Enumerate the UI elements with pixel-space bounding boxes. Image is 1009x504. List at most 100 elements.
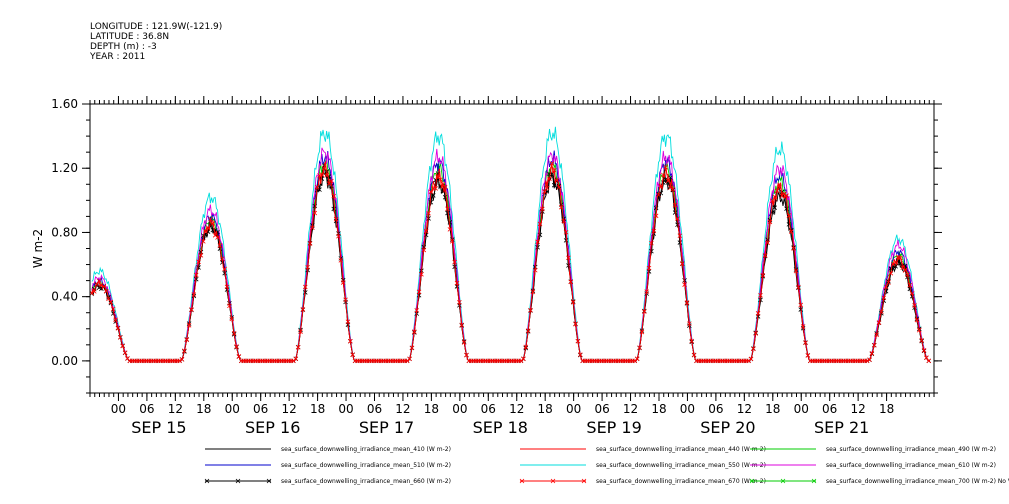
series-marker [535, 245, 540, 250]
series-marker [864, 358, 870, 364]
series-marker [755, 311, 761, 316]
series-marker [902, 263, 908, 269]
x-tick-label: 06 [481, 402, 496, 416]
series-marker [295, 345, 301, 350]
series-marker [201, 239, 206, 244]
series-marker [523, 344, 529, 350]
series-marker [765, 240, 770, 246]
series-marker [307, 241, 313, 246]
legend-marker [204, 478, 210, 484]
series-marker [324, 173, 329, 178]
series-marker [208, 216, 213, 222]
series-marker [191, 292, 197, 297]
series-marker [113, 317, 118, 323]
series-marker [575, 338, 581, 344]
x-tick-label: 06 [822, 402, 837, 416]
series-marker [540, 206, 545, 212]
series-marker [895, 254, 901, 260]
y-tick-label: 1.60 [51, 97, 78, 111]
series-marker [874, 332, 879, 338]
series-marker [561, 218, 566, 224]
legend-label: sea_surface_downwelling_irradiance_mean_… [281, 478, 451, 485]
series-marker [414, 308, 419, 313]
series-marker [871, 342, 877, 348]
series-marker [442, 184, 448, 190]
series-marker [919, 337, 924, 343]
x-tick-label: 06 [367, 402, 382, 416]
series-marker [921, 347, 927, 353]
series-marker [329, 178, 334, 184]
series-marker [751, 346, 756, 352]
series-marker [777, 185, 782, 190]
x-tick-label: 00 [794, 402, 809, 416]
series-marker [793, 268, 799, 274]
x-tick-label: 18 [538, 402, 553, 416]
series-marker [103, 289, 109, 294]
x-tick-label: 18 [424, 402, 439, 416]
series-marker [658, 190, 664, 196]
x-tick-label: 12 [623, 402, 638, 416]
series-marker [312, 210, 318, 216]
metadata-year: YEAR : 2011 [90, 52, 146, 62]
series-marker [447, 227, 453, 232]
y-axis-label: W m-2 [31, 229, 45, 268]
series-marker [869, 351, 875, 356]
series-marker [416, 289, 422, 295]
series-marker [784, 193, 789, 198]
series-marker [528, 307, 533, 313]
series-marker [551, 182, 557, 188]
series-marker [428, 189, 434, 194]
series-marker [89, 290, 95, 296]
series-marker [691, 352, 697, 358]
x-tick-label: 12 [282, 402, 297, 416]
legend-label: sea_surface_downwelling_irradiance_mean_… [596, 478, 766, 485]
x-day-label: SEP 21 [814, 418, 869, 437]
series-marker [215, 235, 220, 240]
series-marker [772, 205, 777, 210]
x-tick-label: 00 [225, 402, 240, 416]
legend-label: sea_surface_downwelling_irradiance_mean_… [826, 462, 996, 469]
series-marker [537, 221, 543, 227]
legend: sea_surface_downwelling_irradiance_mean_… [204, 446, 1009, 485]
legend-marker [749, 478, 755, 484]
series-marker [454, 280, 460, 286]
series-marker [445, 206, 450, 212]
chart-metadata: LONGITUDE : 121.9W(-121.9) LATITUDE : 36… [90, 22, 222, 62]
series-marker [687, 321, 692, 326]
x-day-label: SEP 15 [131, 418, 186, 437]
legend-marker [550, 478, 556, 484]
legend-marker [519, 478, 525, 484]
series-marker [229, 316, 235, 322]
series-marker [115, 326, 121, 331]
series-marker [348, 338, 353, 344]
axes-layer: 0.00 0.40 0.80 1.20 1.60 W m-2 00 06 12 18 00 06 12 1… [31, 96, 942, 437]
x-day-label: SEP 17 [359, 418, 414, 437]
series-marker [220, 260, 225, 265]
series-marker [881, 295, 887, 301]
series-marker [343, 297, 348, 303]
series-marker [566, 263, 571, 268]
x-tick-label: 06 [594, 402, 609, 416]
legend-marker [811, 478, 817, 484]
series-marker [338, 258, 344, 263]
series-marker [236, 354, 242, 359]
series-marker [300, 307, 306, 312]
legend-label: sea_surface_downwelling_irradiance_mean_… [596, 446, 766, 453]
x-day-label: SEP 19 [586, 418, 641, 437]
series-marker [675, 222, 680, 228]
y-tick-label: 1.20 [51, 161, 78, 175]
series-marker [426, 210, 431, 216]
x-day-label: SEP 20 [700, 418, 755, 437]
series-marker [547, 176, 552, 182]
series-marker [554, 177, 559, 183]
series-marker [333, 216, 339, 222]
series-marker [205, 225, 211, 230]
series-marker [234, 344, 239, 349]
series-marker [663, 165, 668, 170]
series-marker [305, 264, 310, 270]
series-marker [660, 172, 666, 178]
series-marker [898, 255, 903, 261]
series-marker [907, 282, 913, 288]
metadata-latitude: LATITUDE : 36.8N [90, 32, 170, 42]
